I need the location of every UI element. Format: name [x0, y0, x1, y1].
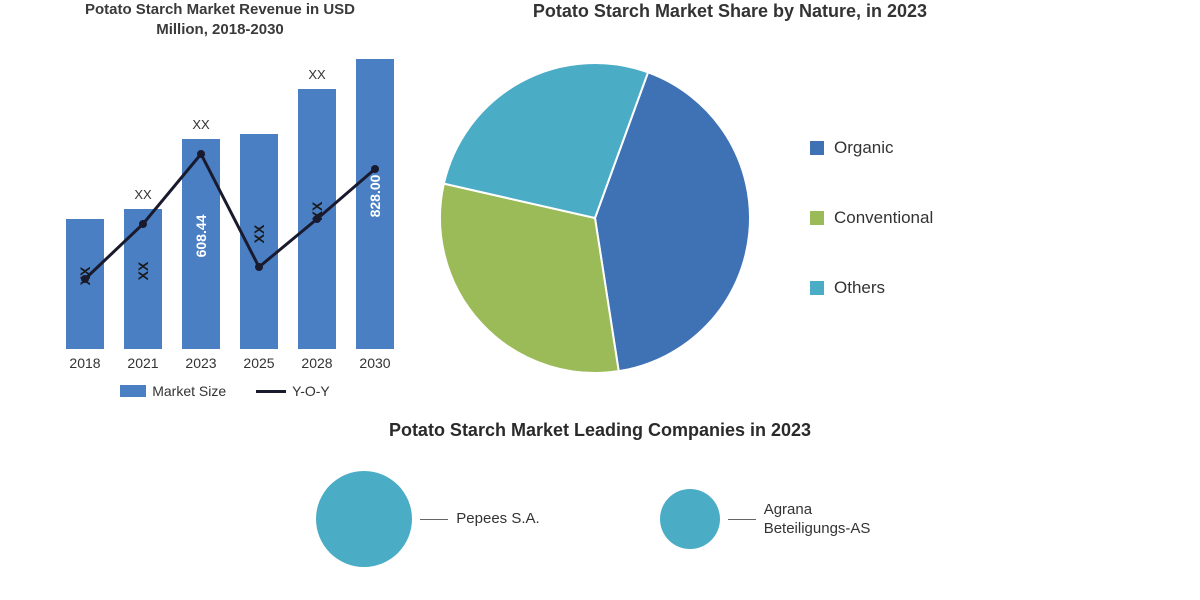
bar-chart-title: Potato Starch Market Revenue in USD Mill… [50, 0, 390, 49]
pie-legend-item: Others [810, 278, 933, 298]
pie-legend-item: Organic [810, 138, 933, 158]
pie-legend-swatch [810, 281, 824, 295]
company-bubble [660, 489, 720, 549]
x-tick-label: 2028 [292, 355, 342, 371]
pie-legend-swatch [810, 141, 824, 155]
bar: XX [66, 219, 104, 349]
bar-top-label: XX [124, 187, 162, 202]
bar-chart-panel: Potato Starch Market Revenue in USD Mill… [0, 0, 420, 420]
legend-line-swatch [256, 390, 286, 393]
legend-line-label: Y-O-Y [292, 383, 330, 399]
bar-legend: Market Size Y-O-Y [60, 383, 390, 399]
top-row: Potato Starch Market Revenue in USD Mill… [0, 0, 1200, 420]
x-tick-label: 2023 [176, 355, 226, 371]
legend-yoy: Y-O-Y [256, 383, 330, 399]
pie-legend-label: Organic [834, 138, 894, 158]
legend-market-size: Market Size [120, 383, 226, 399]
bar: XXXX [298, 89, 336, 349]
pie-svg [420, 43, 770, 393]
company-bubble [316, 471, 412, 567]
pie-chart-panel: Potato Starch Market Share by Nature, in… [420, 0, 1200, 420]
pie-legend-swatch [810, 211, 824, 225]
pie-wrap: Organic Conventional Others [420, 43, 1200, 393]
x-tick-label: 2018 [60, 355, 110, 371]
company-bubble-group: Pepees S.A. [316, 471, 539, 567]
bar-in-label: XX [251, 224, 267, 243]
bar-in-label: XX [309, 202, 325, 221]
bar: 828.00 [356, 59, 394, 349]
companies-panel: Potato Starch Market Leading Companies i… [0, 420, 1200, 567]
bar-in-label: 828.00 [367, 175, 383, 218]
company-bubbles: Pepees S.A. Agrana Beteiligungs-AS [0, 471, 1200, 567]
pie-legend-label: Conventional [834, 208, 933, 228]
bar-in-label: XX [77, 267, 93, 286]
bar: XX [240, 134, 278, 349]
x-tick-label: 2025 [234, 355, 284, 371]
bar-x-axis: 2018 2021 2023 2025 2028 2030 [60, 349, 420, 371]
bar-top-label: XX [298, 67, 336, 82]
bar-in-label: XX [135, 262, 151, 281]
bar-in-label: 608.44 [193, 215, 209, 258]
bar-chart-area: XXXXXXXX608.44XXXXXX828.00 [60, 49, 420, 349]
companies-title: Potato Starch Market Leading Companies i… [0, 420, 1200, 441]
pie-legend-item: Conventional [810, 208, 933, 228]
company-label: Pepees S.A. [456, 509, 539, 529]
legend-bar-label: Market Size [152, 383, 226, 399]
company-label: Agrana Beteiligungs-AS [764, 500, 884, 539]
bar: XX608.44 [182, 139, 220, 349]
bar: XXXX [124, 209, 162, 349]
pie-legend-label: Others [834, 278, 885, 298]
leader-line [420, 519, 448, 520]
pie-chart-title: Potato Starch Market Share by Nature, in… [420, 0, 1040, 23]
leader-line [728, 519, 756, 520]
x-tick-label: 2030 [350, 355, 400, 371]
bar-top-label: XX [182, 117, 220, 132]
legend-bar-swatch [120, 385, 146, 397]
company-bubble-group: Agrana Beteiligungs-AS [660, 489, 884, 549]
pie-legend: Organic Conventional Others [810, 138, 933, 298]
x-tick-label: 2021 [118, 355, 168, 371]
